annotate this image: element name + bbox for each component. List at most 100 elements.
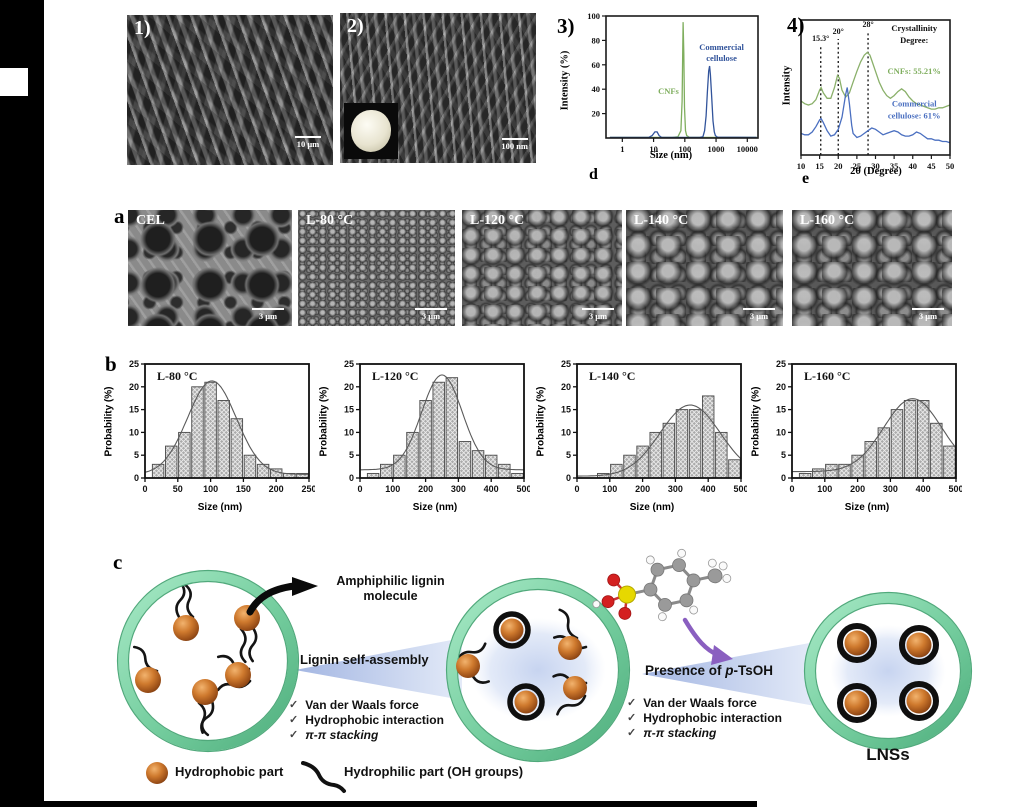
- svg-text:20: 20: [129, 382, 139, 392]
- histogram-l140: 0 100 200 300 400 500 0 5 10 15 20 25 L-140 °C: [561, 359, 747, 494]
- panel-d-label: d: [589, 166, 598, 183]
- histogram-l80: 0 50 100 150 200 250 0 5 10 15 20 25 L-80 °C: [129, 359, 315, 494]
- dls-x-axis-label: Size (nm): [649, 150, 693, 161]
- svg-text:0: 0: [357, 484, 362, 494]
- svg-text:45: 45: [927, 161, 936, 171]
- svg-text:10: 10: [561, 427, 571, 437]
- sem-image-l160: L-160 °C 3 μm: [792, 210, 952, 326]
- svg-text:40: 40: [592, 84, 601, 94]
- svg-text:0: 0: [142, 484, 147, 494]
- svg-text:Commercial: Commercial: [699, 42, 744, 52]
- scale-bar: 3 μm: [912, 308, 944, 321]
- svg-text:5: 5: [349, 450, 354, 460]
- panel-b-label: b: [105, 352, 117, 376]
- scale-bar: 3 μm: [415, 308, 447, 321]
- svg-text:5: 5: [134, 450, 139, 460]
- pellet-inset-photo: [344, 103, 398, 159]
- svg-text:500: 500: [733, 484, 747, 494]
- svg-text:20: 20: [344, 382, 354, 392]
- svg-text:35: 35: [890, 161, 899, 171]
- hist-l140-x-label: Size (nm): [629, 502, 675, 513]
- svg-text:50: 50: [173, 484, 183, 494]
- svg-text:40: 40: [909, 161, 918, 171]
- svg-text:60: 60: [592, 60, 601, 70]
- panel-1-label: 1): [134, 17, 151, 39]
- scale-bar: 10 μm: [295, 136, 321, 149]
- hist-l80-x-label: Size (nm): [197, 502, 243, 513]
- panel-a-label: a: [114, 204, 125, 228]
- vesicle-middle-ring: [445, 577, 631, 763]
- svg-text:L-120 °C: L-120 °C: [372, 369, 418, 383]
- lignin-molecules-left: [135, 605, 260, 705]
- svg-text:1: 1: [620, 144, 624, 154]
- svg-text:0: 0: [134, 473, 139, 483]
- scan-left-notch: [0, 68, 28, 96]
- svg-text:cellulose: 61%: cellulose: 61%: [888, 110, 941, 120]
- svg-text:20: 20: [776, 382, 786, 392]
- svg-text:0: 0: [789, 484, 794, 494]
- svg-text:200: 200: [418, 484, 433, 494]
- svg-text:300: 300: [451, 484, 466, 494]
- xrd-chart: 15.3° 20° 28° Crystallinity Degree: CNFs: 55.…: [797, 19, 954, 171]
- svg-text:25: 25: [853, 161, 862, 171]
- scale-bar: 100 nm: [501, 138, 528, 151]
- svg-text:1000: 1000: [708, 144, 725, 154]
- svg-text:L-80 °C: L-80 °C: [157, 369, 197, 383]
- svg-text:200: 200: [269, 484, 284, 494]
- panel-4-label: 4): [787, 13, 805, 37]
- svg-text:20: 20: [592, 109, 601, 119]
- svg-text:10: 10: [649, 144, 658, 154]
- svg-text:100: 100: [203, 484, 218, 494]
- svg-text:CNFs: CNFs: [658, 86, 679, 96]
- hist-l160-x-label: Size (nm): [844, 502, 890, 513]
- lnss-particles: [837, 623, 939, 723]
- panel-e-label: e: [802, 170, 810, 187]
- scale-bar: 3 μm: [743, 308, 775, 321]
- histogram-l120: 0 100 200 300 400 500 0 5 10 15 20 25 L-120 °C: [344, 359, 530, 494]
- svg-text:15: 15: [815, 161, 824, 171]
- svg-text:0: 0: [349, 473, 354, 483]
- svg-text:20: 20: [561, 382, 571, 392]
- svg-text:10: 10: [797, 161, 806, 171]
- xrd-y-axis-label: Intensity: [781, 65, 793, 106]
- svg-text:250: 250: [301, 484, 315, 494]
- svg-text:15: 15: [561, 405, 571, 415]
- hist-l120-x-label: Size (nm): [412, 502, 458, 513]
- sem-image-cel: CEL 3 μm: [128, 210, 292, 326]
- panel-c-label: c: [113, 550, 123, 574]
- pellet: [351, 110, 391, 152]
- svg-text:100: 100: [678, 144, 691, 154]
- ptsoh-molecule: [592, 548, 732, 622]
- assembly-label: Lignin self-assembly: [300, 652, 429, 667]
- svg-text:100: 100: [817, 484, 832, 494]
- vesicle-right-ring: [803, 591, 973, 751]
- svg-text:100: 100: [602, 484, 617, 494]
- svg-text:200: 200: [635, 484, 650, 494]
- legend-hydrophobic-icon: [146, 762, 168, 784]
- svg-text:15: 15: [776, 405, 786, 415]
- svg-text:300: 300: [668, 484, 683, 494]
- xrd-x-axis-label: 2θ (Degree): [850, 166, 902, 177]
- ptsoh-arrow: [682, 617, 733, 665]
- svg-text:300: 300: [883, 484, 898, 494]
- svg-text:Degree:: Degree:: [900, 35, 928, 45]
- svg-text:15.3°: 15.3°: [812, 34, 829, 43]
- callout-arrow: [246, 577, 318, 616]
- svg-text:10: 10: [776, 427, 786, 437]
- svg-text:28°: 28°: [862, 20, 873, 29]
- svg-text:Crystallinity: Crystallinity: [891, 23, 938, 33]
- svg-text:80: 80: [592, 35, 601, 45]
- svg-text:500: 500: [516, 484, 530, 494]
- lnss-label: LNSs: [866, 745, 910, 764]
- sem-image-l80: L-80 °C 3 μm: [298, 210, 455, 326]
- svg-text:CNFs: 55.21%: CNFs: 55.21%: [888, 66, 941, 76]
- dls-y-axis-label: Intensity (%): [559, 50, 571, 111]
- svg-text:L-140 °C: L-140 °C: [589, 369, 635, 383]
- svg-text:100: 100: [587, 12, 600, 21]
- sem-image-l140: L-140 °C 3 μm: [626, 210, 783, 326]
- legend-hydrophobic-label: Hydrophobic part: [175, 764, 284, 779]
- svg-text:150: 150: [236, 484, 251, 494]
- legend-hydrophilic-icon: [301, 761, 346, 793]
- presence-label: Presence of p-TsOH: [645, 663, 774, 678]
- assembly-beam-right: [642, 642, 815, 706]
